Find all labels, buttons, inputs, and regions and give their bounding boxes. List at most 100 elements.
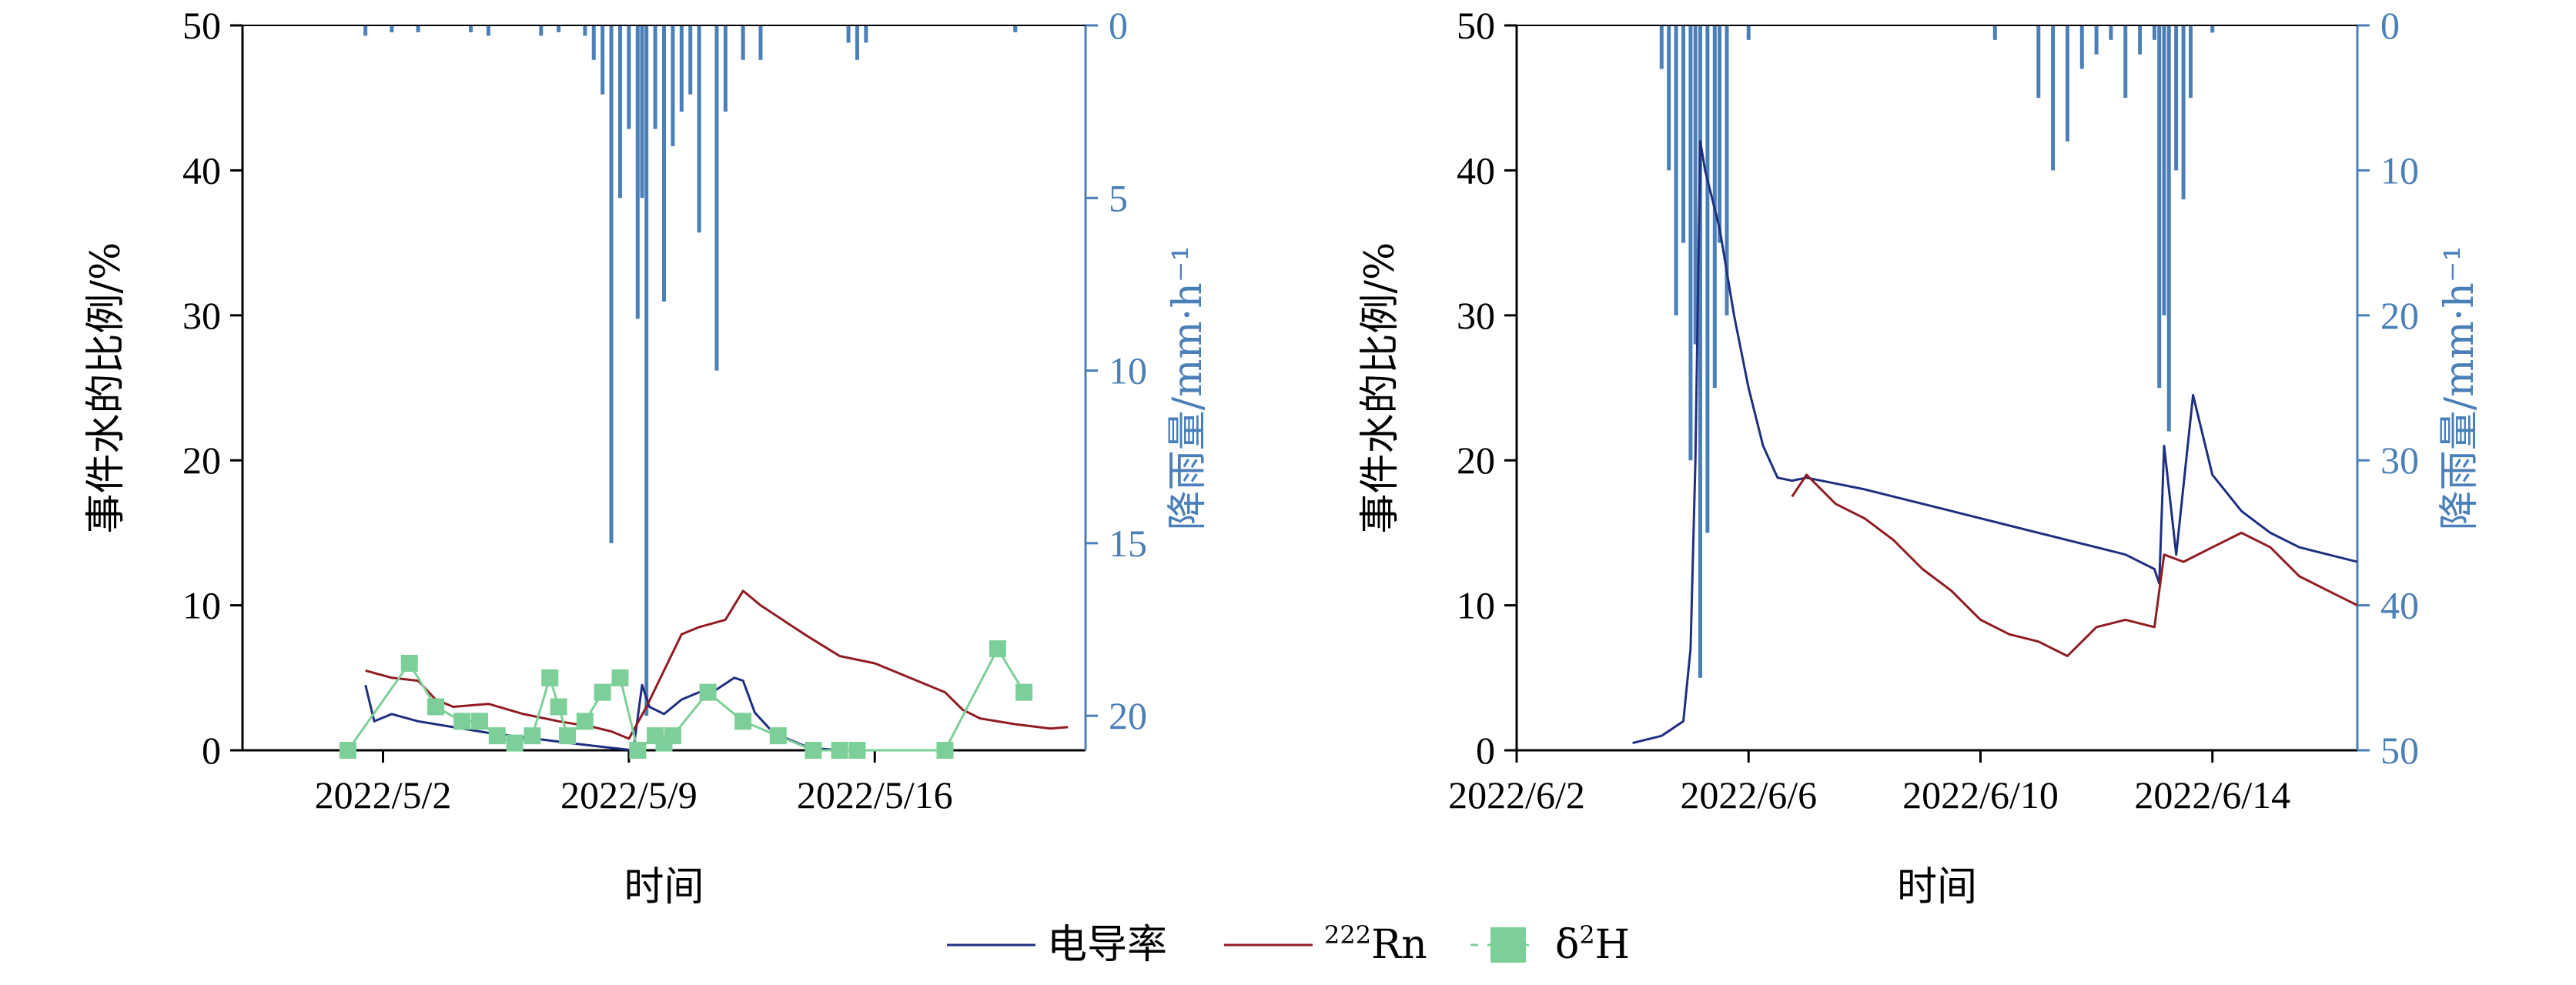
isotope-marker (576, 713, 594, 730)
rainfall-bar (679, 25, 684, 112)
isotope-marker (664, 727, 681, 745)
rainfall-bar (557, 25, 561, 32)
isotope-marker (339, 742, 356, 759)
y2-tick-label: 10 (1109, 349, 1147, 392)
rainfall-bar (714, 25, 719, 371)
y2-axis-title: 降雨量/mm·h⁻¹ (1165, 245, 1211, 530)
rainfall-bar (2051, 25, 2056, 171)
isotope-marker (989, 640, 1006, 658)
legend-label-isotope: δ2H (1555, 920, 1630, 968)
isotope-marker (550, 698, 567, 716)
rainfall-bar (617, 25, 622, 199)
rainfall-bar (591, 25, 596, 60)
legend: 电导率 222Rn δ2H (947, 920, 1630, 968)
rainfall-bar (2065, 25, 2069, 142)
y2-tick-label: 15 (1109, 522, 1147, 565)
x-axis-title: 时间 (1897, 864, 1977, 910)
rainfall-bar (363, 25, 368, 36)
rainfall-bar (653, 25, 657, 129)
rainfall-bar (2079, 25, 2084, 69)
legend-label-conductivity: 电导率 (1047, 922, 1167, 968)
y2-tick-label: 10 (2380, 149, 2419, 192)
isotope-marker (831, 742, 848, 759)
rainfall-bar (609, 25, 614, 543)
isotope-marker (524, 727, 541, 745)
rainfall-bar (601, 25, 605, 95)
rainfall-bar (644, 25, 649, 716)
y2-tick-label: 30 (2380, 439, 2419, 482)
isotope-marker (611, 669, 629, 686)
x-tick-label: 2022/5/9 (560, 773, 698, 816)
isotope-marker (400, 654, 418, 672)
x-axis-title: 时间 (624, 864, 704, 910)
rainfall-bar (697, 25, 701, 233)
y-tick-label: 40 (182, 149, 221, 192)
y2-tick-label: 0 (2380, 4, 2400, 47)
rainfall-bar (758, 25, 763, 60)
rainfall-bar (2162, 25, 2166, 316)
rainfall-bar (1718, 25, 1722, 243)
rainfall-bar (640, 25, 644, 199)
conductivity-line (364, 676, 840, 752)
isotope-marker (699, 683, 717, 701)
isotope-marker (629, 742, 647, 759)
y-tick-label: 0 (1476, 729, 1495, 772)
x-tick-label: 2022/5/16 (797, 773, 953, 816)
legend-label-text: Rn (1371, 922, 1427, 968)
rainfall-bar (688, 25, 693, 95)
rainfall-bar (1681, 25, 1686, 243)
y2-tick-label: 20 (2380, 294, 2419, 337)
y-tick-label: 20 (1457, 439, 1495, 482)
isotope-marker (470, 713, 488, 730)
isotope-line (346, 646, 1025, 753)
y-tick-label: 30 (1457, 294, 1495, 337)
isotope-marker (506, 734, 524, 752)
right-chart: 0 10 20 30 40 50 0 10 20 30 40 50 2022/6/2 2022/6/6 20… (1357, 4, 2483, 910)
rainfall-bar (416, 25, 420, 32)
rainfall-bar (486, 25, 490, 36)
legend-label-prefix: δ (1555, 922, 1579, 968)
rainfall-bar (1693, 25, 1698, 345)
rainfall-bar (2157, 25, 2162, 388)
rainfall-bar (1725, 25, 1729, 316)
isotope-marker (453, 713, 471, 730)
rainfall-bar (1992, 25, 1997, 40)
isotope-marker (559, 727, 577, 745)
rainfall-bar (671, 25, 675, 146)
isotope-marker (769, 727, 787, 745)
rainfall-bar (1013, 25, 1018, 32)
rainfall-bar (2138, 25, 2143, 55)
conductivity-line (1632, 140, 2358, 745)
y-tick-label: 30 (182, 294, 221, 337)
y2-tick-label: 0 (1109, 4, 1128, 47)
isotope-marker (1015, 683, 1033, 701)
y-tick-label: 10 (182, 584, 221, 627)
y2-axis-title: 降雨量/mm·h⁻¹ (2437, 245, 2483, 530)
x-tick-label: 2022/6/14 (2134, 773, 2290, 816)
y2-tick-label: 40 (2380, 584, 2419, 627)
rainfall-bar (1705, 25, 1710, 533)
rainfall-bar (2174, 25, 2179, 171)
rainfall-bar (741, 25, 745, 60)
rainfall-bar (635, 25, 640, 319)
y-tick-label: 20 (182, 439, 221, 482)
x-tick-label: 2022/6/6 (1680, 773, 1817, 816)
isotope-marker (848, 742, 866, 759)
legend-marker-isotope (1490, 927, 1526, 963)
rainfall-bar (390, 25, 394, 32)
isotope-marker (541, 669, 559, 686)
rainfall-bar (864, 25, 868, 43)
rainfall-bar (2166, 25, 2171, 432)
x-tick-label: 2022/5/2 (315, 773, 452, 816)
y-tick-label: 10 (1457, 584, 1495, 627)
rainfall-bar (539, 25, 544, 36)
x-tick-label: 2022/6/10 (1902, 773, 2059, 816)
rainfall-bar (2188, 25, 2193, 98)
rainfall-bar (2123, 25, 2128, 98)
rainfall-bar (2210, 25, 2215, 33)
rainfall-bar (1659, 25, 1664, 69)
legend-label-text: H (1595, 922, 1630, 968)
legend-label-superscript: 2 (1579, 920, 1594, 950)
y-tick-label: 50 (182, 4, 221, 47)
